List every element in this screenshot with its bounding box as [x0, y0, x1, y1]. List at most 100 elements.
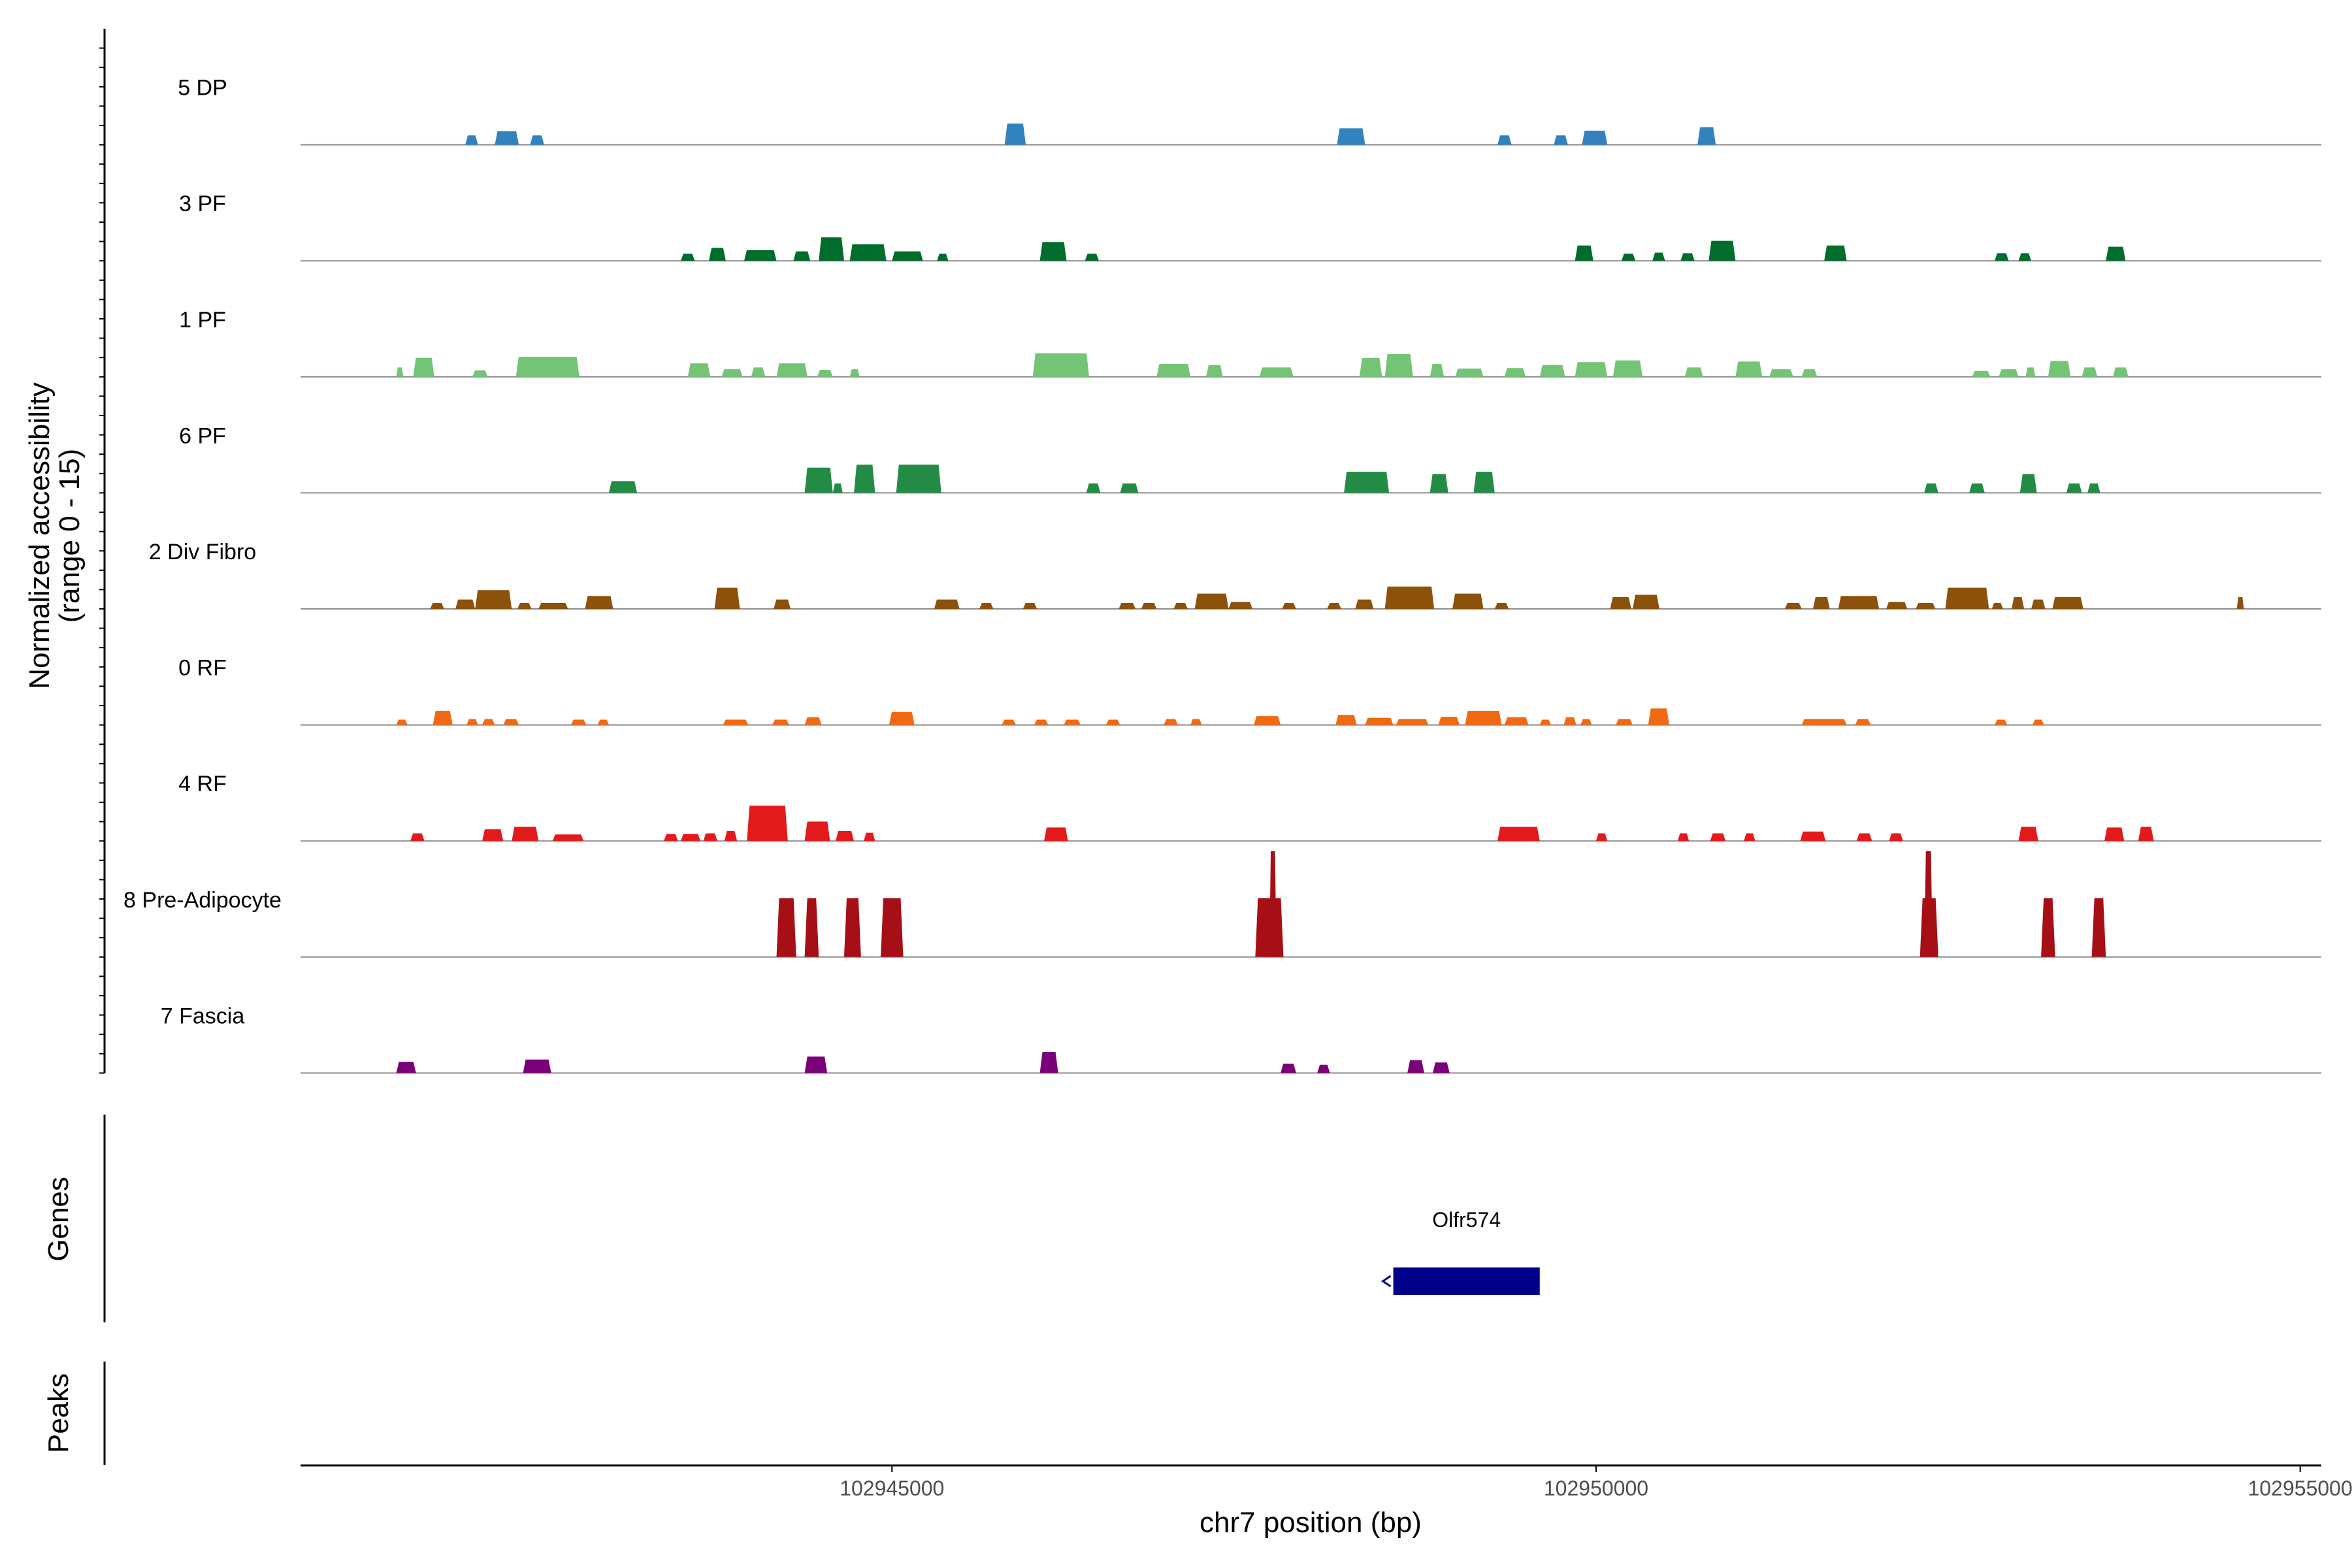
coverage-peak	[1494, 603, 1509, 609]
coverage-peak	[1255, 898, 1284, 957]
coverage-peak	[819, 237, 844, 261]
coverage-peak	[396, 719, 408, 725]
coverage-peak	[1800, 831, 1826, 841]
coverage-peak	[687, 363, 711, 377]
coverage-peak	[1595, 833, 1608, 841]
coverage-peak	[804, 1056, 828, 1073]
coverage-peak	[1407, 1060, 1425, 1073]
coverage-peak	[517, 603, 532, 609]
coverage-peak	[2011, 597, 2025, 609]
coverage-peak	[1396, 719, 1429, 725]
coverage-peak	[1205, 365, 1223, 377]
coverage-peak	[680, 253, 695, 261]
track-4-rf: 4 RF	[178, 772, 2321, 842]
track-label: 1 PF	[179, 308, 226, 333]
coverage-peak	[804, 467, 833, 493]
coverage-peak	[889, 711, 915, 725]
coverage-peak	[1575, 362, 1608, 377]
coverage-peak	[1465, 711, 1502, 725]
coverage-peak	[609, 481, 638, 493]
coverage-peak	[2113, 367, 2129, 377]
coverage-peak	[1497, 135, 1512, 145]
coverage-peak	[1633, 595, 1659, 609]
coverage-peak	[776, 898, 796, 957]
coverage-peak	[503, 719, 519, 725]
coverage-peak	[495, 131, 519, 145]
coverage-peak	[1119, 603, 1136, 609]
coverage-peak	[724, 830, 738, 841]
coverage-peak	[1359, 358, 1382, 377]
coverage-peak	[836, 830, 855, 841]
coverage-peak	[1120, 483, 1139, 493]
genes-panel: Genes Olfr574	[42, 1115, 1540, 1322]
coverage-peak	[680, 834, 701, 841]
coverage-peak	[2236, 597, 2244, 609]
track-label: 3 PF	[179, 191, 226, 216]
coverage-peak	[1282, 603, 1296, 609]
x-axis: 102945000 102950000 102955000	[301, 1464, 2352, 1500]
coverage-peak	[1086, 483, 1101, 493]
coverage-tracks: 5 DP 3 PF 1 PF 6 PF 2 Div Fibro 0 RF 4 RF 8 Pre…	[123, 76, 2321, 1074]
coverage-peak	[523, 1059, 551, 1073]
track-label: 4 RF	[178, 772, 227, 796]
coverage-peak	[2091, 898, 2106, 957]
x-tick-label: 102950000	[1544, 1477, 1648, 1500]
coverage-peak	[2041, 898, 2055, 957]
coverage-peak	[1504, 368, 1526, 377]
coverage-peak	[1680, 253, 1695, 261]
y-axis-title: Normalized accessibility (range 0 - 15)	[24, 382, 86, 689]
track-label: 7 Fascia	[161, 1004, 245, 1028]
coverage-peak	[1610, 597, 1631, 609]
track-label: 2 Div Fibro	[149, 540, 256, 564]
coverage-peak	[1228, 602, 1253, 609]
track-label: 8 Pre-Adipocyte	[123, 888, 282, 913]
coverage-peak	[1004, 123, 1026, 145]
coverage-peak	[1164, 719, 1178, 725]
coverage-peak	[1580, 719, 1592, 725]
coverage-peak	[413, 358, 434, 377]
coverage-peak	[1497, 826, 1540, 841]
coverage-peak	[1838, 596, 1880, 609]
coverage-peak	[849, 244, 887, 261]
coverage-peak	[1621, 253, 1636, 261]
coverage-peak	[804, 717, 822, 725]
track-3-pf: 3 PF	[179, 191, 2321, 262]
coverage-peak	[723, 719, 749, 725]
y-axis-title-line-1: Normalized accessibility	[24, 382, 56, 689]
coverage-peak	[1504, 717, 1529, 725]
coverage-peak	[664, 834, 678, 841]
coverage-peak	[1141, 603, 1157, 609]
coverage-peak	[1438, 717, 1460, 725]
coverage-peak	[2138, 826, 2154, 841]
coverage-peak	[1317, 1064, 1330, 1073]
coverage-peak	[1539, 719, 1551, 725]
coverage-peak	[1924, 483, 1938, 493]
coverage-peak	[2031, 599, 2046, 609]
coverage-peak	[1945, 587, 1989, 609]
coverage-peak	[1039, 1052, 1058, 1073]
coverage-peak	[881, 898, 904, 957]
coverage-peak	[2087, 483, 2100, 493]
track-7-fascia: 7 Fascia	[161, 1004, 2321, 1074]
coverage-peak	[896, 465, 941, 493]
coverage-peak	[482, 829, 504, 841]
coverage-peak	[793, 251, 811, 261]
coverage-peak	[1039, 242, 1067, 261]
coverage-peak	[1582, 131, 1608, 145]
coverage-peak	[2082, 367, 2098, 377]
coverage-peak	[1677, 833, 1690, 841]
gene-olfr574: Olfr574	[1380, 1208, 1540, 1295]
coverage-peak	[1812, 597, 1830, 609]
track-6-pf: 6 PF	[179, 423, 2321, 494]
coverage-peak	[570, 719, 587, 725]
coverage-peak	[1769, 369, 1793, 377]
coverage-peak	[1616, 719, 1633, 725]
coverage-peak	[817, 370, 833, 377]
coverage-peak	[1384, 586, 1435, 609]
coverage-peak	[1855, 719, 1871, 725]
coverage-peak	[552, 834, 584, 841]
coverage-peak	[1575, 245, 1593, 261]
coverage-peak	[1337, 128, 1365, 145]
coverage-peak	[979, 603, 994, 609]
coverage-peak	[1563, 717, 1576, 725]
